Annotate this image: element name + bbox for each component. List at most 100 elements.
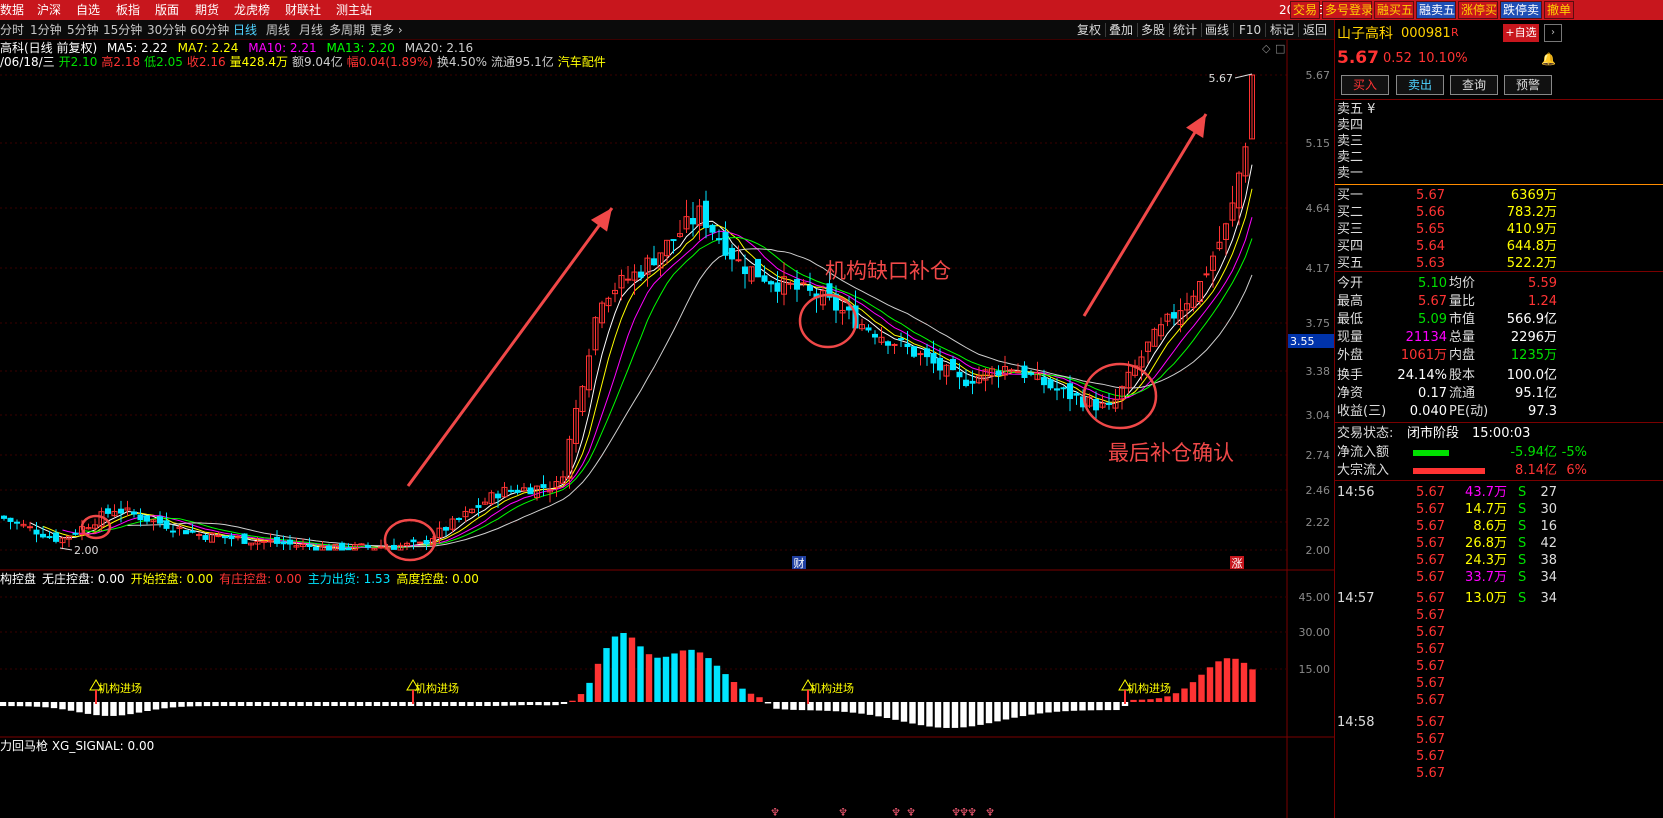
finance-marker[interactable] [792, 556, 806, 569]
divider [1335, 184, 1663, 185]
indicator-bar [807, 702, 814, 711]
maximize-icon[interactable]: □ [1275, 42, 1285, 55]
candle-body [1099, 402, 1106, 408]
period-30min[interactable]: 30分钟 [147, 23, 187, 37]
candle-body [371, 547, 378, 551]
buy-level-price: 5.65 [1416, 222, 1445, 237]
candle-body [235, 536, 241, 539]
limit-up-marker[interactable] [1230, 556, 1244, 569]
toolbar-back[interactable]: 返回 [1303, 23, 1328, 37]
candle-body [891, 343, 898, 346]
candle-body [566, 438, 573, 479]
candle-body [1008, 369, 1015, 372]
indicator-bar [968, 702, 976, 727]
menu-layout[interactable]: 版面 [155, 3, 180, 17]
toolbar-stats[interactable]: 统计 [1173, 23, 1198, 37]
alert-button[interactable]: 预警 [1504, 75, 1552, 95]
stat-value: 5.67 [1418, 294, 1447, 309]
flow-label: 大宗流入 [1337, 463, 1390, 478]
candle-body [118, 508, 124, 514]
indicator-bar [1232, 658, 1239, 702]
cancel-order-button[interactable]: 撤单 [1544, 1, 1574, 19]
period-1min[interactable]: 1分钟 [30, 23, 62, 37]
candle-body [774, 282, 781, 292]
candle-body [248, 542, 254, 546]
limit-up-buy-button[interactable]: 涨停买 [1458, 1, 1498, 19]
indicator-bar [1138, 699, 1146, 702]
tick-count: 30 [1540, 502, 1557, 517]
buy-button[interactable]: 买入 [1341, 75, 1389, 95]
multi-login-button[interactable]: 多号登录 [1322, 1, 1373, 19]
indicator-bar [637, 646, 644, 702]
toolbar-multi-stock[interactable]: 多股 [1141, 23, 1166, 37]
add-watchlist-button[interactable]: +自选 [1503, 24, 1539, 42]
period-multi[interactable]: 多周期 [329, 23, 366, 37]
tick-side: S [1518, 502, 1527, 517]
candle-body [976, 375, 982, 384]
shrink-icon[interactable]: ◇ [1262, 42, 1271, 55]
toolbar-overlay[interactable]: 叠加 [1109, 23, 1134, 37]
menu-sector-index[interactable]: 板指 [116, 3, 141, 17]
annotation-final-confirm: 最后补仓确认 [1108, 441, 1234, 465]
indicator-bar [518, 702, 525, 706]
indicator-bar [1113, 702, 1120, 711]
period-5min[interactable]: 5分钟 [67, 23, 99, 37]
query-button[interactable]: 查询 [1450, 75, 1498, 95]
limit-down-sell-button[interactable]: 跌停卖 [1500, 1, 1542, 19]
indicator-bar [611, 636, 619, 702]
indicator-bar [577, 694, 585, 702]
candle-body [352, 544, 358, 551]
toolbar-adjust[interactable]: 复权 [1077, 23, 1102, 37]
price-axis-label: 4.17 [1306, 262, 1331, 275]
menu-cls[interactable]: 财联社 [285, 3, 322, 17]
candle-body [651, 258, 657, 266]
highlight-circle [1082, 362, 1158, 430]
indicator-bar [662, 656, 670, 702]
bell-icon[interactable]: 🔔 [1541, 52, 1556, 66]
kline-chart[interactable]: 5.67 5.15 4.64 4.17 3.75 3.38 3.04 2.74 2.46 2.22… [0, 40, 1334, 818]
toolbar-draw[interactable]: 画线 [1205, 23, 1230, 37]
period-daily[interactable]: 日线 [233, 23, 258, 37]
margin-buy-five-button[interactable]: 融买五 [1374, 1, 1414, 19]
period-weekly[interactable]: 周线 [266, 23, 291, 37]
candle-body [189, 530, 196, 533]
tick-side: S [1518, 519, 1527, 534]
price-axis-label: 2.46 [1306, 484, 1331, 497]
period-more[interactable]: 更多 › [370, 22, 403, 38]
stat-label: 今开 [1337, 276, 1364, 291]
menu-dragon-tiger[interactable]: 龙虎榜 [234, 3, 271, 17]
tick-price: 5.67 [1416, 693, 1445, 708]
expand-icon[interactable]: › [1544, 24, 1562, 42]
toolbar-f10[interactable]: F10 [1239, 23, 1262, 37]
indicator-bar [501, 702, 508, 706]
indicator-bar [977, 702, 984, 725]
candle-body [313, 546, 319, 551]
candle-info-item: 量428.4万 [229, 55, 288, 69]
menu-watchlist[interactable]: 自选 [76, 3, 101, 17]
candle-body [963, 379, 969, 387]
sell-button[interactable]: 卖出 [1396, 75, 1444, 95]
divider [1137, 23, 1138, 37]
candle-body [937, 357, 943, 371]
period-intraday[interactable]: 分时 [0, 23, 25, 37]
period-15min[interactable]: 15分钟 [103, 23, 143, 37]
candle-body [20, 523, 27, 527]
indicator-bar [560, 702, 568, 704]
menu-shanghai-shenzhen[interactable]: 沪深 [37, 3, 62, 17]
candle-body [930, 352, 937, 364]
stat-value: 24.14% [1397, 368, 1447, 383]
stock-r-flag: R [1451, 26, 1459, 39]
period-60min[interactable]: 60分钟 [190, 23, 230, 37]
indicator-bar [909, 702, 916, 724]
sell-level-label: 卖三 [1337, 134, 1364, 149]
trade-button[interactable]: 交易 [1290, 1, 1320, 19]
toolbar-mark[interactable]: 标记 [1270, 23, 1295, 37]
candle-body [1223, 223, 1229, 240]
menu-test-server[interactable]: 测主站 [336, 3, 373, 17]
menu-futures[interactable]: 期货 [195, 3, 220, 17]
period-monthly[interactable]: 月线 [299, 23, 324, 37]
indicator-bar [42, 702, 49, 708]
menu-data[interactable]: 数据 [0, 3, 25, 17]
margin-sell-five-button[interactable]: 融卖五 [1416, 1, 1456, 19]
candle-body [982, 369, 989, 381]
